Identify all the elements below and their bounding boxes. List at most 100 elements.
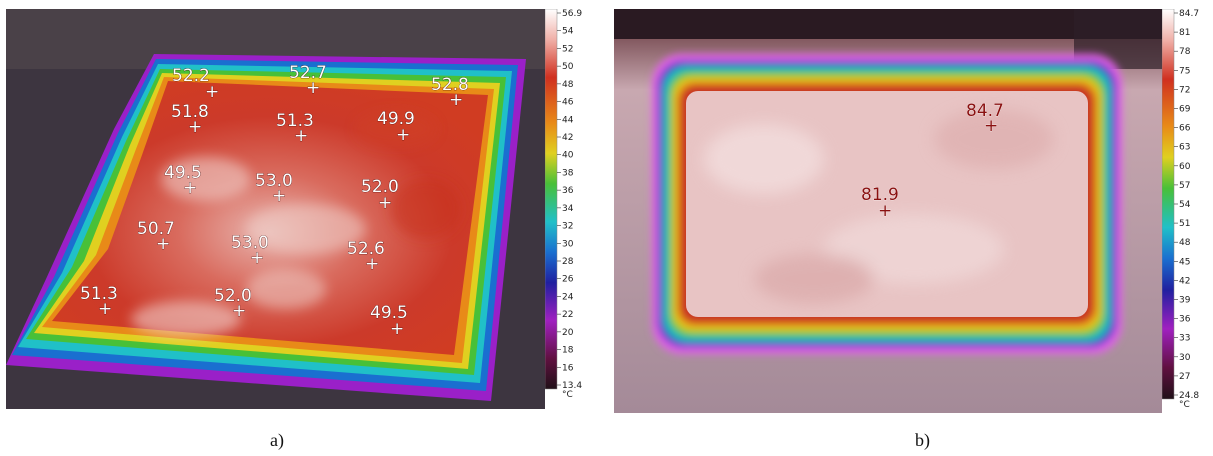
point-a-15: 49.5+ bbox=[370, 303, 408, 340]
scale-tick-label: 66 bbox=[1179, 124, 1191, 134]
svg-text:81.9: 81.9 bbox=[861, 185, 899, 205]
svg-text:+: + bbox=[984, 116, 998, 136]
svg-text:+: + bbox=[98, 299, 112, 319]
scale-tick-label: 44 bbox=[562, 115, 574, 125]
svg-text:+: + bbox=[878, 201, 892, 221]
svg-text:+: + bbox=[378, 193, 392, 213]
svg-text:+: + bbox=[365, 254, 379, 274]
scale-tick-label: 56.9 bbox=[562, 9, 582, 19]
point-a-14: 52.0+ bbox=[214, 286, 252, 322]
thermal-image-b-svg: 84.7+ 81.9+ bbox=[614, 9, 1162, 413]
caption-b: b) bbox=[915, 430, 930, 450]
scale-tick-label: 30 bbox=[562, 239, 574, 249]
scale-tick-label: 78 bbox=[1179, 47, 1191, 57]
scale-tick-label: 50 bbox=[562, 62, 574, 72]
svg-text:52.2: 52.2 bbox=[172, 66, 210, 86]
scale-tick-label: 32 bbox=[562, 222, 573, 232]
scale-unit: °C bbox=[1179, 400, 1190, 410]
scale-tick-label: 16 bbox=[562, 363, 574, 373]
thermal-image-a: 52.2 + 52.7 + 52.8 + 51.8 + 51.3 + 49.9 + 49.5… bbox=[6, 9, 545, 409]
svg-text:52.0: 52.0 bbox=[214, 286, 252, 306]
scale-tick-label: 51 bbox=[1179, 219, 1190, 229]
svg-text:52.7: 52.7 bbox=[289, 63, 327, 83]
scale-unit: °C bbox=[562, 390, 573, 400]
svg-text:50.7: 50.7 bbox=[137, 219, 175, 239]
measurement-points-a: 52.2+ 52.7+ 52.8+ 51.8+ 51.3+ 49.9+ 49.5… bbox=[80, 63, 469, 340]
scale-tick-label: 57 bbox=[1179, 181, 1190, 191]
scale-tick-label: 18 bbox=[562, 346, 574, 356]
scale-tick-label: 60 bbox=[1179, 162, 1191, 172]
point-a-2: 52.7+ bbox=[289, 63, 327, 99]
svg-text:51.8: 51.8 bbox=[171, 102, 209, 122]
scale-tick-label: 36 bbox=[1179, 315, 1191, 325]
scale-tick-label: 28 bbox=[562, 257, 574, 267]
scale-tick-label: 54 bbox=[1179, 200, 1191, 210]
scale-tick-label: 26 bbox=[562, 275, 574, 285]
svg-text:+: + bbox=[250, 248, 264, 268]
scale-tick-label: 81 bbox=[1179, 28, 1190, 38]
scale-a-ticks: 56.9 54 52 50 48 46 44 42 40 38 36 34 32 30 28 26 24 22 20… bbox=[557, 9, 582, 400]
scale-tick-label: 42 bbox=[562, 133, 573, 143]
point-a-11: 53.0+ bbox=[231, 233, 269, 269]
scale-tick-label: 72 bbox=[1179, 85, 1190, 95]
svg-text:49.5: 49.5 bbox=[370, 303, 408, 323]
scale-tick-label: 84.7 bbox=[1179, 9, 1199, 19]
scale-tick-label: 24.8 bbox=[1179, 391, 1199, 401]
thermal-image-b: 84.7 + 81.9 + bbox=[614, 9, 1162, 413]
point-a-6: 49.9+ bbox=[377, 109, 415, 146]
measurement-points-b: 84.7+ 81.9+ bbox=[861, 101, 1004, 222]
scale-tick-label: 34 bbox=[562, 204, 574, 214]
svg-text:53.0: 53.0 bbox=[255, 171, 293, 191]
scale-tick-label: 20 bbox=[562, 328, 574, 338]
svg-text:84.7: 84.7 bbox=[966, 101, 1004, 121]
svg-text:51.3: 51.3 bbox=[276, 111, 314, 131]
scale-tick-label: 22 bbox=[562, 310, 573, 320]
point-b-1: 84.7+ bbox=[966, 101, 1004, 137]
scale-tick-label: 24 bbox=[562, 292, 574, 302]
svg-text:+: + bbox=[390, 319, 404, 339]
scale-tick-label: 46 bbox=[562, 98, 574, 108]
caption-a: a) bbox=[270, 430, 284, 450]
svg-text:+: + bbox=[205, 82, 219, 102]
svg-text:+: + bbox=[232, 301, 246, 321]
scale-tick-label: 33 bbox=[1179, 334, 1190, 344]
svg-text:+: + bbox=[272, 186, 286, 206]
svg-text:+: + bbox=[183, 178, 197, 198]
svg-text:49.9: 49.9 bbox=[377, 109, 415, 129]
scale-tick-label: 42 bbox=[1179, 276, 1190, 286]
scale-tick-label: 48 bbox=[562, 80, 574, 90]
point-a-13: 51.3+ bbox=[80, 284, 118, 320]
svg-text:49.5: 49.5 bbox=[164, 163, 202, 183]
color-scale-b: 84.7 81 78 75 72 69 66 63 60 57 54 51 48 45 42 39 36 33 30… bbox=[1162, 9, 1206, 413]
svg-text:+: + bbox=[294, 126, 308, 146]
svg-text:+: + bbox=[188, 117, 202, 137]
scale-tick-label: 30 bbox=[1179, 353, 1191, 363]
point-a-9: 52.0+ bbox=[361, 177, 399, 214]
point-a-5: 51.3+ bbox=[276, 111, 314, 147]
scale-tick-label: 48 bbox=[1179, 238, 1191, 248]
point-a-10: 50.7+ bbox=[137, 219, 175, 255]
scale-tick-label: 13.4 bbox=[562, 381, 582, 391]
svg-text:+: + bbox=[156, 234, 170, 254]
point-b-2: 81.9+ bbox=[861, 185, 899, 222]
svg-text:52.0: 52.0 bbox=[361, 177, 399, 197]
svg-text:+: + bbox=[449, 90, 463, 110]
svg-text:53.0: 53.0 bbox=[231, 233, 269, 253]
svg-text:+: + bbox=[396, 125, 410, 145]
svg-text:52.6: 52.6 bbox=[347, 239, 385, 259]
scale-tick-label: 63 bbox=[1179, 143, 1190, 153]
scale-tick-label: 54 bbox=[562, 27, 574, 37]
point-a-4: 51.8+ bbox=[171, 102, 209, 138]
color-scale-a: 56.9 54 52 50 48 46 44 42 40 38 36 34 32 30 28 26 24 22 20… bbox=[545, 9, 587, 409]
scale-tick-label: 75 bbox=[1179, 66, 1190, 76]
svg-text:52.8: 52.8 bbox=[431, 75, 469, 95]
scale-tick-label: 36 bbox=[562, 186, 574, 196]
scale-tick-label: 40 bbox=[562, 151, 574, 161]
svg-text:+: + bbox=[306, 78, 320, 98]
point-a-7: 49.5+ bbox=[164, 163, 202, 199]
scale-b-ticks: 84.7 81 78 75 72 69 66 63 60 57 54 51 48 45 42 39 36 33 30… bbox=[1174, 9, 1199, 410]
scale-tick-label: 39 bbox=[1179, 296, 1191, 306]
point-a-12: 52.6+ bbox=[347, 239, 385, 275]
point-a-1: 52.2+ bbox=[172, 66, 220, 103]
scale-tick-label: 45 bbox=[1179, 257, 1190, 267]
